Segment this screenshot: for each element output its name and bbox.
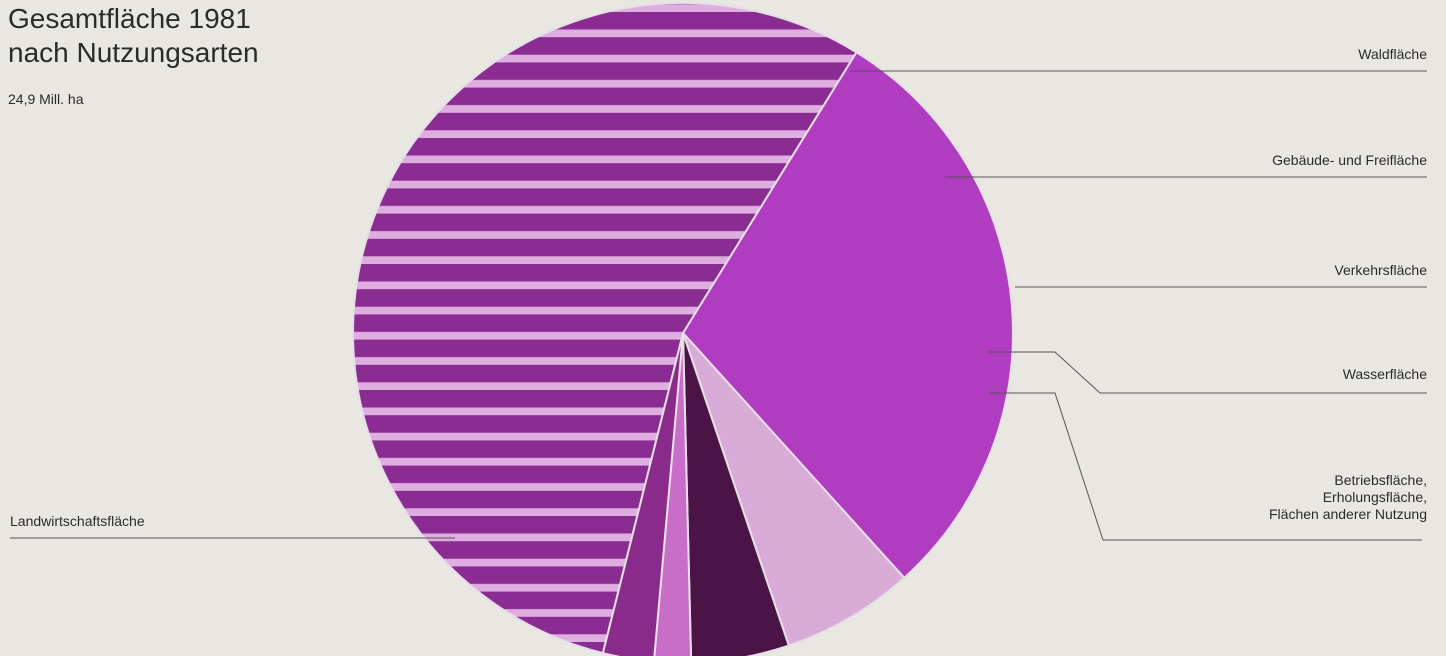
pie-slice-waldflaeche <box>681 50 1014 580</box>
pie-slices <box>352 2 1014 656</box>
pie-slice-landwirtschaft <box>352 2 858 655</box>
slice-label-line: Wasserfläche <box>1343 366 1428 382</box>
slice-label-line: Landwirtschaftsfläche <box>10 513 145 529</box>
chart-title: Gesamtfläche 1981 nach Nutzungsarten <box>8 2 259 70</box>
chart-title-line2: nach Nutzungsarten <box>8 37 259 68</box>
slice-label-line: Verkehrsfläche <box>1334 262 1427 278</box>
slice-label-line: Gebäude- und Freifläche <box>1272 152 1427 168</box>
pie-slice-wasser <box>653 332 693 656</box>
slice-label-line: Betriebsfläche, <box>1334 472 1427 488</box>
chart-subtitle: 24,9 Mill. ha <box>8 91 84 107</box>
slice-label-line: Erholungsfläche, <box>1323 489 1427 505</box>
leader-line-wasser <box>988 351 1427 394</box>
chart-title-line1: Gesamtfläche 1981 <box>8 3 251 34</box>
slice-label-waldflaeche: Waldfläche <box>1358 46 1427 62</box>
slice-label-betrieb: Betriebsfläche, Erholungsfläche, Flächen a… <box>1269 472 1427 522</box>
slice-label-wasser: Wasserfläche <box>1343 366 1428 382</box>
slice-label-line: Waldfläche <box>1358 46 1427 62</box>
leader-line-betrieb <box>990 392 1422 541</box>
pie-slice-verkehr <box>682 332 791 656</box>
pie-slice-gebaeude <box>682 332 906 647</box>
leader-lines <box>10 70 1427 541</box>
slice-label-verkehr: Verkehrsfläche <box>1334 262 1427 278</box>
slice-label-line: Flächen anderer Nutzung <box>1269 506 1427 522</box>
slice-label-gebaeude: Gebäude- und Freifläche <box>1272 152 1427 168</box>
slice-labels: Waldfläche Gebäude- und Freifläche Verkehr… <box>10 46 1427 529</box>
slice-label-landwirtschaft: Landwirtschaftsfläche <box>10 513 145 529</box>
